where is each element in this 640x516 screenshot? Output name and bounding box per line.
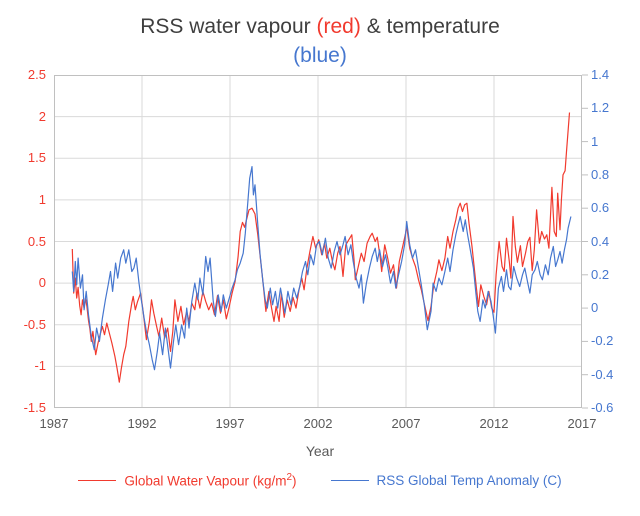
title-text-right: & temperature [366,15,500,38]
x-axis-tick-label: 2007 [391,416,421,431]
left-axis-tick-label: -0.5 [23,316,46,332]
x-axis-tick-label: 2012 [479,416,509,431]
chart-title-line2: (blue) [293,44,347,67]
left-axis-tick-label: 2 [38,108,46,124]
x-axis-title: Year [305,443,335,459]
title-red-word: (red) [316,15,361,38]
right-axis-tick-label: -0.6 [591,400,614,415]
legend-item-water-vapour: Global Water Vapour (kg/m2) [78,472,297,489]
legend-label-water-vapour-close: ) [292,473,297,489]
x-axis-tick-label: 2002 [303,416,333,431]
x-axis-tick-label: 2017 [567,416,597,431]
legend-blue-line-icon [330,479,369,481]
legend-red-line-icon [78,479,117,481]
left-axis-tick-label: -1.5 [23,400,46,415]
right-axis-tick-label: -0.2 [591,333,614,349]
left-axis-tick-label: 1.5 [27,150,46,166]
left-axis-tick-label: 0.5 [27,233,46,249]
left-axis-tick-label: 0 [38,275,46,291]
title-text-left: RSS water vapour [140,15,311,38]
x-axis-tick-label: 1992 [127,416,157,431]
legend-label-water-vapour-text: Global Water Vapour (kg/m [124,473,287,489]
left-axis-tick-label: 1 [38,191,46,207]
legend-label-superscript: 2 [286,472,293,483]
right-axis-tick-label: -0.4 [591,366,614,382]
plot-area [54,74,588,409]
legend: Global Water Vapour (kg/m2) RSS Global T… [0,472,640,489]
legend-label-temp-anomaly: RSS Global Temp Anomaly (C) [376,472,562,488]
series-line-temp-anomaly [71,165,572,371]
chart-title: RSS water vapour (red) & temperature (bl… [0,12,640,70]
left-axis-tick-label: -1 [34,358,46,374]
legend-item-temp-anomaly: RSS Global Temp Anomaly (C) [330,472,562,488]
plot-border [54,75,582,408]
chart-title-line1: RSS water vapour (red) & temperature [0,12,640,41]
x-axis-tick-label: 1987 [39,416,69,431]
legend-label-water-vapour: Global Water Vapour (kg/m2) [124,472,296,489]
x-axis-tick-label: 1997 [215,416,245,431]
